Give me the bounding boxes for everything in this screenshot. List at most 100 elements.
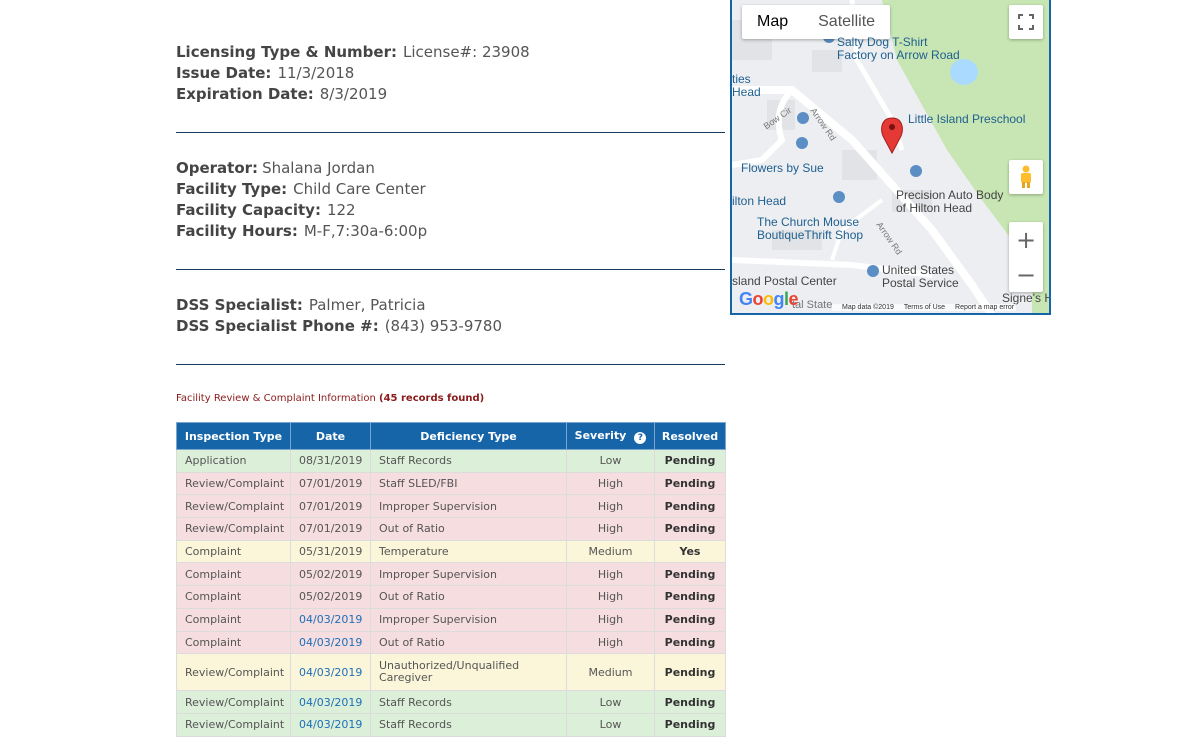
map-label-church-mouse[interactable]: The Church Mouse BoutiqueThrift Shop — [757, 215, 864, 242]
cell-resolved: Pending — [654, 449, 726, 473]
map-label-little-island[interactable]: Little Island Preschool — [908, 112, 1026, 126]
facility-type-label: Facility Type: — [176, 180, 288, 198]
map-label-salty-dog[interactable]: Salty Dog T-Shirt Factory on Arrow Road — [837, 35, 960, 62]
cell-deficiency-type: Out of Ratio — [370, 585, 567, 609]
table-header-row: Inspection Type Date Deficiency Type Sev… — [176, 422, 726, 450]
map-type-map-button[interactable]: Map — [757, 13, 789, 30]
cell-resolved: Pending — [654, 630, 726, 655]
table-row: Complaint 05/02/2019 Improper Supervisio… — [176, 562, 726, 587]
cell-resolved: Pending — [654, 712, 726, 737]
dss-info: DSS Specialist: Palmer, Patricia DSS Spec… — [176, 295, 502, 337]
cell-severity: High — [566, 494, 655, 519]
dss-specialist-value: Palmer, Patricia — [308, 296, 426, 314]
cell-date: 04/03/2019 — [290, 630, 371, 655]
license-info: Licensing Type & Number: License#: 23908 … — [176, 42, 530, 105]
cell-date: 04/03/2019 — [290, 607, 371, 632]
cell-inspection-type: Complaint — [176, 539, 291, 564]
cell-resolved: Pending — [654, 562, 726, 587]
map-label-flowers[interactable]: Flowers by Sue — [741, 161, 824, 175]
date-link[interactable]: 04/03/2019 — [299, 635, 363, 649]
table-row: Complaint 05/02/2019 Out of Ratio High P… — [176, 585, 726, 609]
table-row: Complaint 04/03/2019 Out of Ratio High P… — [176, 630, 726, 655]
issue-date-label: Issue Date: — [176, 64, 272, 82]
map-label-ilton-head[interactable]: ilton Head — [732, 194, 787, 208]
cell-deficiency-type: Improper Supervision — [370, 562, 567, 587]
cell-resolved: Pending — [654, 585, 726, 609]
fullscreen-icon[interactable] — [1009, 5, 1043, 39]
report-map-error-link[interactable]: Report a map error — [955, 304, 1015, 311]
cell-deficiency-type: Improper Supervision — [370, 607, 567, 632]
cell-date: 04/03/2019 — [290, 653, 371, 692]
zoom-in-button[interactable]: + — [1015, 225, 1037, 254]
facility-hours-value: M-F,7:30a-6:00p — [303, 222, 428, 240]
pegman-icon[interactable] — [1009, 160, 1043, 194]
column-header-inspection-type[interactable]: Inspection Type — [176, 422, 291, 450]
cell-inspection-type: Complaint — [176, 607, 291, 632]
cell-date: 07/01/2019 — [290, 494, 371, 519]
table-row: Application 08/31/2019 Staff Records Low… — [176, 449, 726, 473]
google-logo[interactable]: Google — [739, 289, 799, 309]
cell-severity: High — [566, 471, 655, 496]
table-row: Review/Complaint 04/03/2019 Unauthorized… — [176, 653, 726, 692]
help-icon[interactable]: ? — [634, 431, 647, 444]
column-header-resolved[interactable]: Resolved — [654, 422, 726, 450]
column-header-date[interactable]: Date — [290, 422, 371, 450]
cell-severity: Low — [566, 712, 655, 737]
facility-capacity-label: Facility Capacity: — [176, 201, 321, 219]
date-link[interactable]: 04/03/2019 — [299, 613, 363, 627]
cell-deficiency-type: Unauthorized/Unqualified Caregiver — [370, 653, 567, 692]
map-label-signes[interactable]: Signe's He — [1002, 291, 1049, 305]
cell-resolved: Pending — [654, 471, 726, 496]
map-widget[interactable]: Map Satellite + − Salty Dog T-Shirt Fact… — [730, 0, 1051, 315]
cell-severity: Low — [566, 690, 655, 714]
inspection-table: Inspection Type Date Deficiency Type Sev… — [176, 422, 726, 737]
dss-specialist-label: DSS Specialist: — [176, 296, 303, 314]
cell-inspection-type: Complaint — [176, 630, 291, 655]
zoom-control: + − — [1009, 222, 1043, 292]
date-link[interactable]: 04/03/2019 — [299, 695, 363, 709]
cell-date: 04/03/2019 — [290, 690, 371, 714]
cell-severity: Low — [566, 449, 655, 473]
date-link[interactable]: 04/03/2019 — [299, 665, 363, 679]
operator-value: Shalana Jordan — [262, 159, 375, 177]
column-header-severity[interactable]: Severity? — [566, 422, 655, 450]
cell-date: 05/02/2019 — [290, 585, 371, 609]
cell-severity: High — [566, 517, 655, 541]
severity-header-label: Severity — [574, 428, 627, 442]
table-row: Complaint 04/03/2019 Improper Supervisio… — [176, 607, 726, 632]
map-label-ties-head[interactable]: ties Head — [732, 72, 761, 99]
map-label-usps[interactable]: United States Postal Service — [882, 263, 959, 290]
map-label-precision[interactable]: Precision Auto Body of Hilton Head — [896, 188, 1004, 215]
license-type-label: Licensing Type & Number: — [176, 43, 397, 61]
operator-label: Operator: — [176, 159, 259, 177]
map-type-satellite-button[interactable]: Satellite — [818, 13, 876, 30]
cell-severity: High — [566, 630, 655, 655]
expiration-date-value: 8/3/2019 — [319, 85, 388, 103]
cell-deficiency-type: Out of Ratio — [370, 630, 567, 655]
zoom-out-button[interactable]: − — [1015, 260, 1037, 289]
date-link[interactable]: 04/03/2019 — [299, 718, 363, 732]
facility-type-value: Child Care Center — [293, 180, 426, 198]
facility-info: Operator: Shalana Jordan Facility Type: Ch… — [176, 158, 427, 242]
expiration-date-label: Expiration Date: — [176, 85, 314, 103]
cell-deficiency-type: Out of Ratio — [370, 517, 567, 541]
cell-date: 04/03/2019 — [290, 712, 371, 737]
dss-phone-label: DSS Specialist Phone #: — [176, 317, 379, 335]
table-row: Review/Complaint 04/03/2019 Staff Record… — [176, 690, 726, 714]
cell-resolved: Yes — [654, 539, 726, 564]
cell-inspection-type: Complaint — [176, 585, 291, 609]
cell-resolved: Pending — [654, 653, 726, 692]
terms-link[interactable]: Terms of Use — [903, 304, 946, 311]
cell-inspection-type: Review/Complaint — [176, 712, 291, 737]
records-count: (45 records found) — [379, 393, 485, 404]
table-row: Review/Complaint 07/01/2019 Out of Ratio… — [176, 517, 726, 541]
cell-resolved: Pending — [654, 607, 726, 632]
cell-date: 05/02/2019 — [290, 562, 371, 587]
table-row: Review/Complaint 07/01/2019 Improper Sup… — [176, 494, 726, 519]
cell-date: 07/01/2019 — [290, 517, 371, 541]
column-header-deficiency-type[interactable]: Deficiency Type — [370, 422, 567, 450]
dss-phone-value: (843) 953-9780 — [384, 317, 503, 335]
divider — [176, 269, 725, 270]
map-label-island-postal[interactable]: sland Postal Center — [732, 274, 837, 288]
cell-deficiency-type: Staff Records — [370, 690, 567, 714]
